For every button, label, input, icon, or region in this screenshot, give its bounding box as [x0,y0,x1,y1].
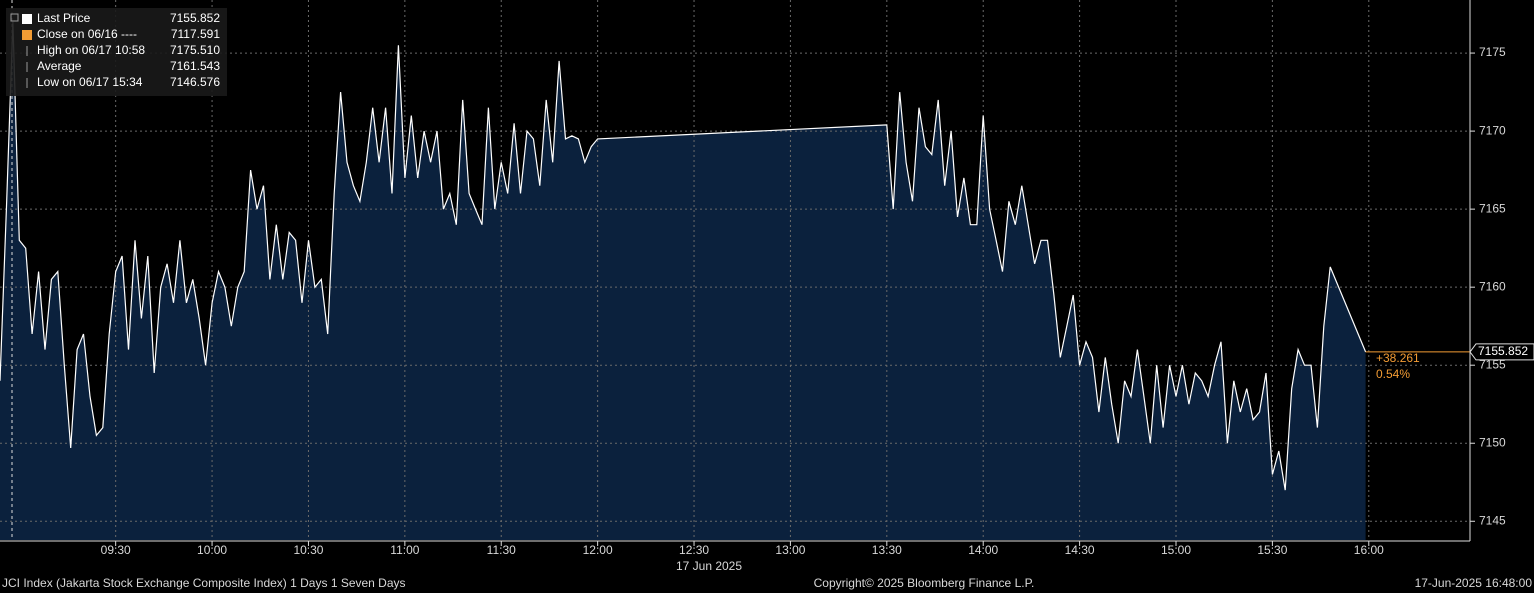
legend-label: Average [37,59,82,73]
footer-timestamp: 17-Jun-2025 16:48:00 [1415,576,1533,590]
y-tick-label: 7155 [1479,357,1506,371]
legend-value: 7117.591 [171,27,220,41]
legend-label: Last Price [37,11,91,25]
price-line [0,21,1367,491]
y-tick-label: 7160 [1479,279,1506,293]
legend-value: 7146.576 [170,75,220,89]
x-tick-label: 15:00 [1161,543,1191,557]
y-tick-label: 7170 [1479,123,1506,137]
change-pct-label: 0.54% [1376,367,1410,381]
x-tick-label: 16:00 [1354,543,1384,557]
legend-label: High on 06/17 10:58 [37,43,145,57]
x-tick-label: 13:30 [872,543,902,557]
x-tick-label: 15:30 [1257,543,1287,557]
x-tick-label: 14:00 [968,543,998,557]
x-tick-label: 10:30 [293,543,323,557]
legend-label: Close on 06/16 ---- [37,27,137,41]
x-tick-label: 10:00 [197,543,227,557]
x-axis-date: 17 Jun 2025 [676,559,742,573]
x-tick-label: 12:00 [583,543,613,557]
last-price-label: 7155.852 [1478,344,1528,358]
legend-value: 7161.543 [170,59,220,73]
footer-copyright: Copyright© 2025 Bloomberg Finance L.P. [814,576,1035,590]
last-price-tag [1469,343,1534,361]
footer-security: JCI Index (Jakarta Stock Exchange Compos… [2,576,406,590]
legend-box [6,8,227,96]
x-tick-label: 11:30 [487,543,516,557]
legend-label: Low on 06/17 15:34 [37,75,143,89]
y-tick-label: 7145 [1479,513,1506,527]
x-tick-label: 12:30 [679,543,709,557]
change-label: +38.261 [1376,351,1420,365]
legend-swatch [22,14,32,24]
y-tick-label: 7175 [1479,45,1506,59]
legend-collapse [10,13,19,22]
x-tick-label: 14:30 [1065,543,1095,557]
x-tick-label: 13:00 [775,543,805,557]
legend: Last Price 7155.852 Close on 06/16 ---- 711… [6,8,227,96]
y-tick-label: 7150 [1479,435,1506,449]
legend-value: 7155.852 [170,11,220,25]
y-tick-label: 7165 [1479,201,1506,215]
legend-swatch [22,30,32,40]
x-tick-label: 09:30 [101,543,131,557]
x-tick-label: 11:00 [390,543,419,557]
legend-value: 7175.510 [170,43,220,57]
area-fill [0,21,1366,541]
